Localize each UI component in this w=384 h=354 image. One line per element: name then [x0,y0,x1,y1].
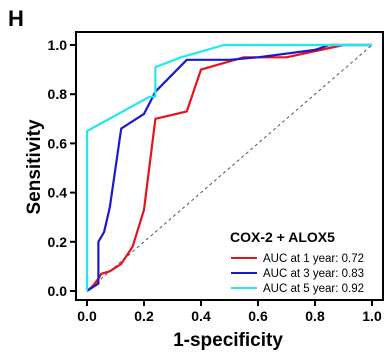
x-axis-title: 1-specificity [173,330,283,351]
x-tick-label: 0.4 [191,308,211,324]
plot-frame [75,31,384,301]
x-tick-label: 0.8 [305,308,325,324]
legend: COX-2 + ALOX5 AUC at 1 year: 0.72 AUC at… [230,229,364,295]
x-tick-label: 0.0 [77,308,97,324]
x-tick-label: 0.6 [248,308,268,324]
y-tick-label: 1.0 [48,37,68,53]
legend-label-year1: AUC at 1 year: 0.72 [263,253,364,265]
legend-label-year3: AUC at 3 year: 0.83 [263,268,364,280]
roc-curve-year5 [85,43,372,291]
y-tick-label: 0.0 [48,283,68,299]
y-axis-title: Sensitivity [24,119,45,214]
y-tick-label: 0.6 [48,135,68,151]
roc-curve-year3 [86,43,372,292]
legend-title: COX-2 + ALOX5 [230,229,335,245]
panel-label: H [8,6,24,31]
y-tick-label: 0.4 [48,185,68,201]
x-tick-label: 0.2 [134,308,154,324]
plot-area: 0.0 0.2 0.4 0.6 0.8 1.0 0.0 0.2 0.4 0.6 0.8 1.0 [48,31,384,324]
x-tick-label: 1.0 [362,308,382,324]
roc-curve-year1 [86,43,372,292]
y-tick-label: 0.2 [48,234,68,250]
reference-diagonal [86,44,373,292]
y-tick-label: 0.8 [48,86,68,102]
legend-label-year5: AUC at 5 year: 0.92 [263,283,364,295]
